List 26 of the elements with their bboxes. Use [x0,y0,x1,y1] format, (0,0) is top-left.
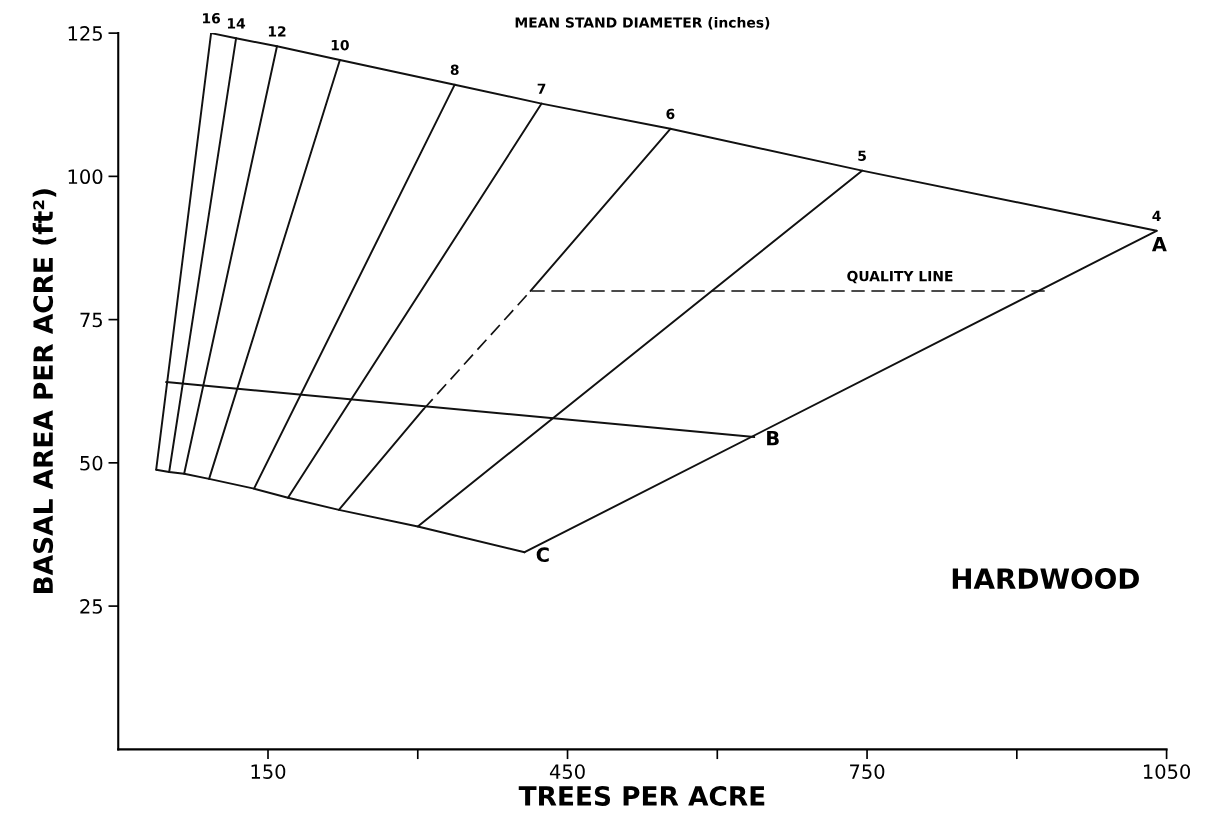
annotation: 12 [268,26,286,37]
annotation: 6 [666,108,675,120]
y-tick-label: 50 [80,455,103,471]
y-tick-label: 125 [68,26,102,41]
chart-title: MEAN STAND DIAMETER (inches) [515,17,770,30]
annotation: 8 [450,64,459,76]
x-tick-label: 1050 [1143,764,1191,779]
y-tick-label: 25 [80,599,102,614]
annotation: 16 [203,12,221,24]
annotation: 14 [227,18,246,29]
x-tick-label: 150 [251,764,286,779]
annotation: QUALITY LINE [847,270,953,284]
y-tick-label: 100 [68,169,103,185]
x-tick-label: 450 [549,764,585,779]
annotation: 10 [331,39,349,51]
x-tick-label: 750 [850,764,885,779]
annotation: A [1151,236,1167,252]
annotation: C [536,547,549,563]
annotation: 4 [1152,210,1161,221]
y-tick-label: 75 [80,312,102,328]
annotation: B [767,431,779,446]
annotation: 7 [537,83,546,94]
x-axis-title: TREES PER ACRE [518,785,765,806]
y-axis-title: BASAL AREA PER ACRE (ft²) [32,189,57,593]
annotation: HARDWOOD [952,568,1139,590]
annotation: 5 [858,150,866,161]
